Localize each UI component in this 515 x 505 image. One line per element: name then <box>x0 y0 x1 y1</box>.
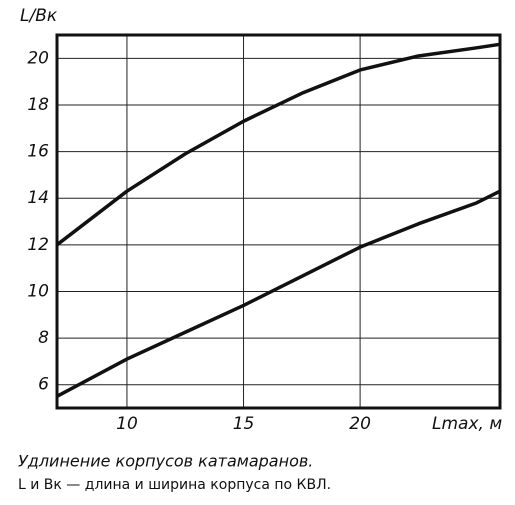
y-tick-label: 20 <box>27 48 49 68</box>
y-tick-label: 16 <box>27 142 49 162</box>
curve <box>55 42 501 247</box>
y-axis-label: L/Bк <box>20 6 58 26</box>
y-tick-label: 14 <box>27 188 49 208</box>
plot-frame <box>55 33 502 410</box>
y-tick-label: 6 <box>38 375 49 395</box>
y-tick-label: 18 <box>27 95 49 115</box>
y-tick-label: 12 <box>27 235 49 255</box>
caption: Удлинение корпусов катамаранов. <box>18 452 313 471</box>
x-tick-label: 20 <box>349 414 371 434</box>
y-tick-label: 10 <box>27 281 49 301</box>
x-tick-label: 15 <box>233 414 255 434</box>
y-tick-label: 8 <box>38 328 49 348</box>
x-axis-label: Lmax, м <box>432 414 502 434</box>
note: L и Bк — длина и ширина корпуса по КВЛ. <box>18 477 331 493</box>
curve <box>56 189 501 398</box>
x-tick-label: 10 <box>116 414 138 434</box>
